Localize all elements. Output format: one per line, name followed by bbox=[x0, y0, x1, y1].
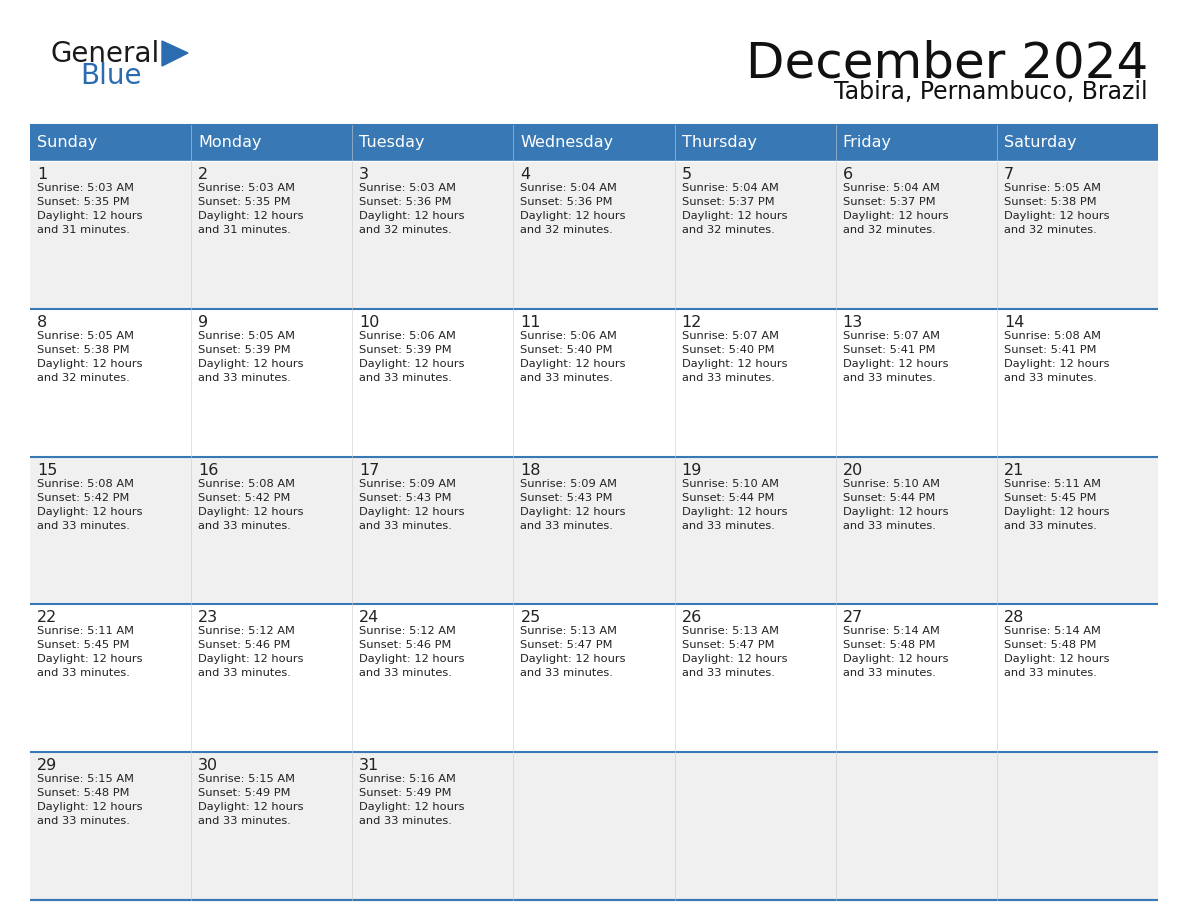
Text: Sunrise: 5:07 AM
Sunset: 5:40 PM
Daylight: 12 hours
and 33 minutes.: Sunrise: 5:07 AM Sunset: 5:40 PM Dayligh… bbox=[682, 330, 788, 383]
Text: 22: 22 bbox=[37, 610, 57, 625]
Text: Sunrise: 5:12 AM
Sunset: 5:46 PM
Daylight: 12 hours
and 33 minutes.: Sunrise: 5:12 AM Sunset: 5:46 PM Dayligh… bbox=[198, 626, 304, 678]
Text: Sunrise: 5:03 AM
Sunset: 5:36 PM
Daylight: 12 hours
and 32 minutes.: Sunrise: 5:03 AM Sunset: 5:36 PM Dayligh… bbox=[359, 183, 465, 235]
Text: 12: 12 bbox=[682, 315, 702, 330]
Text: Sunday: Sunday bbox=[37, 136, 97, 151]
Text: 25: 25 bbox=[520, 610, 541, 625]
Text: 18: 18 bbox=[520, 463, 541, 477]
Text: Blue: Blue bbox=[80, 62, 141, 90]
Text: Sunrise: 5:04 AM
Sunset: 5:36 PM
Daylight: 12 hours
and 32 minutes.: Sunrise: 5:04 AM Sunset: 5:36 PM Dayligh… bbox=[520, 183, 626, 235]
Text: Sunrise: 5:14 AM
Sunset: 5:48 PM
Daylight: 12 hours
and 33 minutes.: Sunrise: 5:14 AM Sunset: 5:48 PM Dayligh… bbox=[842, 626, 948, 678]
Text: 17: 17 bbox=[359, 463, 380, 477]
Text: 3: 3 bbox=[359, 167, 369, 182]
Text: Thursday: Thursday bbox=[682, 136, 757, 151]
Bar bbox=[30, 604, 1158, 752]
Text: Sunrise: 5:05 AM
Sunset: 5:39 PM
Daylight: 12 hours
and 33 minutes.: Sunrise: 5:05 AM Sunset: 5:39 PM Dayligh… bbox=[198, 330, 304, 383]
Text: 14: 14 bbox=[1004, 315, 1024, 330]
Text: Sunrise: 5:14 AM
Sunset: 5:48 PM
Daylight: 12 hours
and 33 minutes.: Sunrise: 5:14 AM Sunset: 5:48 PM Dayligh… bbox=[1004, 626, 1110, 678]
Polygon shape bbox=[162, 41, 188, 66]
Text: Sunrise: 5:03 AM
Sunset: 5:35 PM
Daylight: 12 hours
and 31 minutes.: Sunrise: 5:03 AM Sunset: 5:35 PM Dayligh… bbox=[198, 183, 304, 235]
Text: 30: 30 bbox=[198, 758, 219, 773]
Text: General: General bbox=[50, 40, 159, 68]
Text: Sunrise: 5:06 AM
Sunset: 5:39 PM
Daylight: 12 hours
and 33 minutes.: Sunrise: 5:06 AM Sunset: 5:39 PM Dayligh… bbox=[359, 330, 465, 383]
Text: 13: 13 bbox=[842, 315, 862, 330]
Text: Sunrise: 5:08 AM
Sunset: 5:42 PM
Daylight: 12 hours
and 33 minutes.: Sunrise: 5:08 AM Sunset: 5:42 PM Dayligh… bbox=[198, 478, 304, 531]
Text: Sunrise: 5:05 AM
Sunset: 5:38 PM
Daylight: 12 hours
and 32 minutes.: Sunrise: 5:05 AM Sunset: 5:38 PM Dayligh… bbox=[37, 330, 143, 383]
Bar bbox=[30, 456, 1158, 604]
Text: Sunrise: 5:04 AM
Sunset: 5:37 PM
Daylight: 12 hours
and 32 minutes.: Sunrise: 5:04 AM Sunset: 5:37 PM Dayligh… bbox=[682, 183, 788, 235]
Text: 1: 1 bbox=[37, 167, 48, 182]
Text: 8: 8 bbox=[37, 315, 48, 330]
Text: Sunrise: 5:10 AM
Sunset: 5:44 PM
Daylight: 12 hours
and 33 minutes.: Sunrise: 5:10 AM Sunset: 5:44 PM Dayligh… bbox=[842, 478, 948, 531]
Text: 9: 9 bbox=[198, 315, 208, 330]
Bar bbox=[30, 161, 1158, 308]
Text: Sunrise: 5:08 AM
Sunset: 5:41 PM
Daylight: 12 hours
and 33 minutes.: Sunrise: 5:08 AM Sunset: 5:41 PM Dayligh… bbox=[1004, 330, 1110, 383]
Text: Sunrise: 5:08 AM
Sunset: 5:42 PM
Daylight: 12 hours
and 33 minutes.: Sunrise: 5:08 AM Sunset: 5:42 PM Dayligh… bbox=[37, 478, 143, 531]
Text: 16: 16 bbox=[198, 463, 219, 477]
Text: 20: 20 bbox=[842, 463, 862, 477]
Text: 19: 19 bbox=[682, 463, 702, 477]
Bar bbox=[30, 752, 1158, 900]
Text: Monday: Monday bbox=[198, 136, 261, 151]
Text: Tuesday: Tuesday bbox=[359, 136, 425, 151]
Text: Sunrise: 5:12 AM
Sunset: 5:46 PM
Daylight: 12 hours
and 33 minutes.: Sunrise: 5:12 AM Sunset: 5:46 PM Dayligh… bbox=[359, 626, 465, 678]
Text: 28: 28 bbox=[1004, 610, 1024, 625]
Text: 4: 4 bbox=[520, 167, 531, 182]
Text: 27: 27 bbox=[842, 610, 862, 625]
Text: Sunrise: 5:05 AM
Sunset: 5:38 PM
Daylight: 12 hours
and 32 minutes.: Sunrise: 5:05 AM Sunset: 5:38 PM Dayligh… bbox=[1004, 183, 1110, 235]
Text: Sunrise: 5:09 AM
Sunset: 5:43 PM
Daylight: 12 hours
and 33 minutes.: Sunrise: 5:09 AM Sunset: 5:43 PM Dayligh… bbox=[359, 478, 465, 531]
Text: 26: 26 bbox=[682, 610, 702, 625]
Bar bbox=[30, 125, 1158, 161]
Text: 6: 6 bbox=[842, 167, 853, 182]
Text: Sunrise: 5:11 AM
Sunset: 5:45 PM
Daylight: 12 hours
and 33 minutes.: Sunrise: 5:11 AM Sunset: 5:45 PM Dayligh… bbox=[37, 626, 143, 678]
Text: Sunrise: 5:10 AM
Sunset: 5:44 PM
Daylight: 12 hours
and 33 minutes.: Sunrise: 5:10 AM Sunset: 5:44 PM Dayligh… bbox=[682, 478, 788, 531]
Text: Tabira, Pernambuco, Brazil: Tabira, Pernambuco, Brazil bbox=[834, 80, 1148, 104]
Text: 5: 5 bbox=[682, 167, 691, 182]
Text: Sunrise: 5:15 AM
Sunset: 5:49 PM
Daylight: 12 hours
and 33 minutes.: Sunrise: 5:15 AM Sunset: 5:49 PM Dayligh… bbox=[198, 774, 304, 826]
Text: 15: 15 bbox=[37, 463, 57, 477]
Text: Sunrise: 5:11 AM
Sunset: 5:45 PM
Daylight: 12 hours
and 33 minutes.: Sunrise: 5:11 AM Sunset: 5:45 PM Dayligh… bbox=[1004, 478, 1110, 531]
Bar bbox=[30, 125, 1158, 900]
Text: Saturday: Saturday bbox=[1004, 136, 1076, 151]
Text: Wednesday: Wednesday bbox=[520, 136, 613, 151]
Text: Sunrise: 5:06 AM
Sunset: 5:40 PM
Daylight: 12 hours
and 33 minutes.: Sunrise: 5:06 AM Sunset: 5:40 PM Dayligh… bbox=[520, 330, 626, 383]
Text: 2: 2 bbox=[198, 167, 208, 182]
Text: 31: 31 bbox=[359, 758, 379, 773]
Text: Sunrise: 5:07 AM
Sunset: 5:41 PM
Daylight: 12 hours
and 33 minutes.: Sunrise: 5:07 AM Sunset: 5:41 PM Dayligh… bbox=[842, 330, 948, 383]
Text: December 2024: December 2024 bbox=[746, 40, 1148, 88]
Text: Sunrise: 5:04 AM
Sunset: 5:37 PM
Daylight: 12 hours
and 32 minutes.: Sunrise: 5:04 AM Sunset: 5:37 PM Dayligh… bbox=[842, 183, 948, 235]
Text: 29: 29 bbox=[37, 758, 57, 773]
Text: Sunrise: 5:13 AM
Sunset: 5:47 PM
Daylight: 12 hours
and 33 minutes.: Sunrise: 5:13 AM Sunset: 5:47 PM Dayligh… bbox=[520, 626, 626, 678]
Text: 23: 23 bbox=[198, 610, 219, 625]
Text: Sunrise: 5:09 AM
Sunset: 5:43 PM
Daylight: 12 hours
and 33 minutes.: Sunrise: 5:09 AM Sunset: 5:43 PM Dayligh… bbox=[520, 478, 626, 531]
Text: Sunrise: 5:16 AM
Sunset: 5:49 PM
Daylight: 12 hours
and 33 minutes.: Sunrise: 5:16 AM Sunset: 5:49 PM Dayligh… bbox=[359, 774, 465, 826]
Text: 21: 21 bbox=[1004, 463, 1024, 477]
Text: Friday: Friday bbox=[842, 136, 892, 151]
Text: Sunrise: 5:03 AM
Sunset: 5:35 PM
Daylight: 12 hours
and 31 minutes.: Sunrise: 5:03 AM Sunset: 5:35 PM Dayligh… bbox=[37, 183, 143, 235]
Text: Sunrise: 5:13 AM
Sunset: 5:47 PM
Daylight: 12 hours
and 33 minutes.: Sunrise: 5:13 AM Sunset: 5:47 PM Dayligh… bbox=[682, 626, 788, 678]
Text: 11: 11 bbox=[520, 315, 541, 330]
Text: 7: 7 bbox=[1004, 167, 1015, 182]
Text: 10: 10 bbox=[359, 315, 380, 330]
Bar bbox=[30, 308, 1158, 456]
Text: Sunrise: 5:15 AM
Sunset: 5:48 PM
Daylight: 12 hours
and 33 minutes.: Sunrise: 5:15 AM Sunset: 5:48 PM Dayligh… bbox=[37, 774, 143, 826]
Text: 24: 24 bbox=[359, 610, 379, 625]
